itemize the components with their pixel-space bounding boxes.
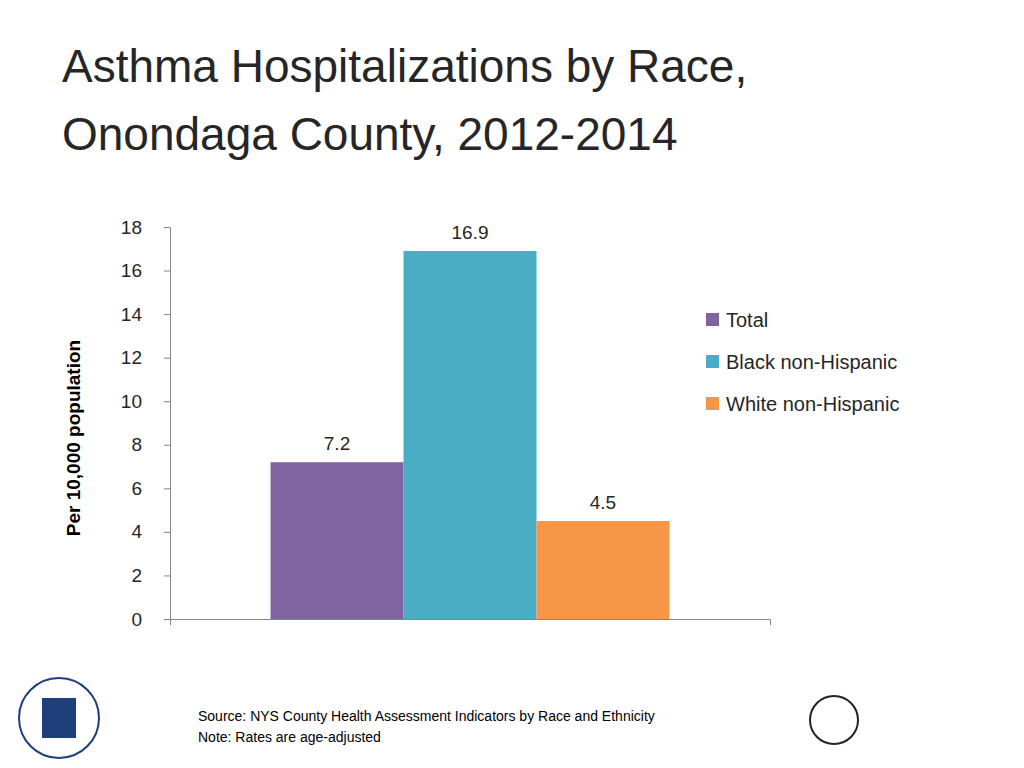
legend-swatch	[706, 397, 719, 410]
y-axis-title: Per 10,000 population	[63, 340, 84, 536]
y-tick: 8	[131, 434, 170, 455]
annotation: Note: Rates are age-adjusted	[198, 729, 381, 745]
logo-left-mark	[42, 698, 76, 738]
logo-right	[810, 696, 858, 744]
y-tick-label: 0	[131, 609, 142, 630]
y-tick-label: 8	[131, 434, 142, 455]
y-tick: 6	[131, 478, 170, 499]
bar	[536, 521, 669, 619]
y-tick: 16	[121, 260, 170, 281]
x-axis	[171, 619, 771, 625]
y-tick-mark	[164, 532, 170, 533]
y-tick-label: 10	[121, 391, 142, 412]
y-tick: 10	[121, 391, 170, 412]
y-tick-label: 16	[121, 260, 142, 281]
data-labels: 7.2 16.9 4.5	[324, 222, 616, 513]
title: Asthma Hospitalizations by Race, Onondaga…	[62, 40, 747, 160]
y-tick: 2	[131, 565, 170, 586]
y-tick-label: 2	[131, 565, 142, 586]
data-label: 16.9	[452, 222, 489, 243]
legend-label: Black non-Hispanic	[726, 351, 897, 373]
annotation: Source: NYS County Health Assessment Ind…	[198, 708, 655, 724]
chart: Asthma Hospitalizations by Race, Onondaga…	[0, 0, 1024, 768]
y-tick: 12	[121, 347, 170, 368]
bar	[271, 462, 404, 619]
legend: Total Black non-Hispanic White non-Hispani…	[706, 309, 899, 415]
y-tick-mark	[164, 271, 170, 272]
y-axis: 0 2 4 6 8 10 12 14 16 18	[121, 217, 171, 630]
title-line: Onondaga County, 2012-2014	[62, 108, 678, 160]
legend-swatch	[706, 355, 719, 368]
y-tick-label: 12	[121, 347, 142, 368]
y-tick-mark	[164, 619, 170, 620]
legend-swatch	[706, 313, 719, 326]
y-tick: 4	[131, 521, 170, 542]
y-tick-label: 4	[131, 521, 142, 542]
y-tick-mark	[164, 445, 170, 446]
y-tick-mark	[164, 358, 170, 359]
legend-label: Total	[726, 309, 768, 331]
y-tick: 18	[121, 217, 170, 238]
y-tick: 0	[131, 609, 170, 630]
y-tick-mark	[164, 227, 170, 228]
y-tick-mark	[164, 401, 170, 402]
legend-label: White non-Hispanic	[726, 393, 899, 415]
y-tick: 14	[121, 304, 170, 325]
bar	[404, 251, 537, 619]
y-tick-label: 6	[131, 478, 142, 499]
data-label: 7.2	[324, 433, 350, 454]
y-tick-mark	[164, 575, 170, 576]
y-axis-line	[170, 228, 171, 620]
title-line: Asthma Hospitalizations by Race,	[62, 40, 747, 92]
data-label: 4.5	[590, 492, 616, 513]
y-tick-label: 14	[121, 304, 143, 325]
y-tick-label: 18	[121, 217, 142, 238]
y-tick-mark	[164, 314, 170, 315]
logo-left	[19, 678, 99, 758]
x-axis-line	[171, 620, 771, 626]
bars	[271, 251, 670, 619]
y-tick-mark	[164, 488, 170, 489]
